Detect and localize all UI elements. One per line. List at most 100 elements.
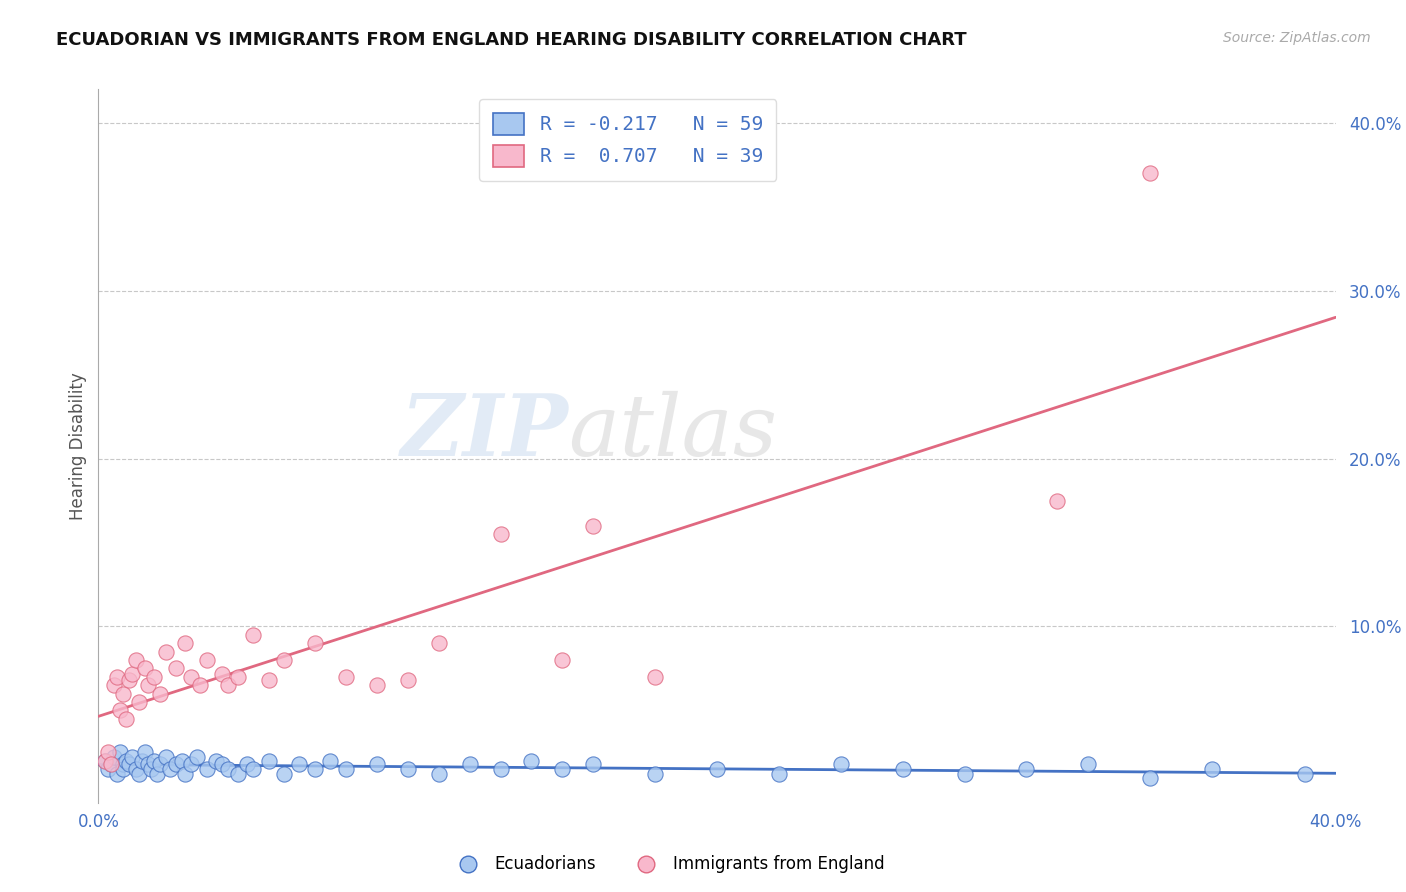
Point bbox=[93, 754, 115, 768]
Point bbox=[115, 754, 138, 768]
Point bbox=[205, 754, 228, 768]
Point bbox=[180, 670, 202, 684]
Point bbox=[366, 678, 388, 692]
Point bbox=[195, 762, 218, 776]
Point bbox=[105, 767, 128, 781]
Legend: Ecuadorians, Immigrants from England: Ecuadorians, Immigrants from England bbox=[444, 849, 891, 880]
Point bbox=[108, 703, 131, 717]
Point bbox=[121, 750, 143, 764]
Point bbox=[165, 757, 187, 772]
Point bbox=[236, 757, 259, 772]
Point bbox=[97, 762, 120, 776]
Point bbox=[105, 670, 128, 684]
Point bbox=[100, 757, 122, 772]
Point bbox=[146, 767, 169, 781]
Point bbox=[551, 762, 574, 776]
Point bbox=[257, 673, 280, 688]
Point bbox=[149, 757, 172, 772]
Point bbox=[155, 645, 177, 659]
Point bbox=[427, 767, 450, 781]
Point bbox=[155, 750, 177, 764]
Point bbox=[706, 762, 728, 776]
Point bbox=[1201, 762, 1223, 776]
Point bbox=[186, 750, 208, 764]
Point bbox=[489, 762, 512, 776]
Point bbox=[1294, 767, 1316, 781]
Point bbox=[195, 653, 218, 667]
Point bbox=[112, 757, 135, 772]
Point bbox=[396, 762, 419, 776]
Point bbox=[226, 767, 249, 781]
Point bbox=[174, 767, 197, 781]
Point bbox=[159, 762, 181, 776]
Point bbox=[273, 767, 295, 781]
Point bbox=[93, 754, 115, 768]
Point bbox=[211, 666, 233, 681]
Point bbox=[953, 767, 976, 781]
Text: ZIP: ZIP bbox=[401, 390, 568, 474]
Point bbox=[257, 754, 280, 768]
Point bbox=[891, 762, 914, 776]
Point bbox=[174, 636, 197, 650]
Point bbox=[121, 666, 143, 681]
Point bbox=[124, 762, 146, 776]
Point bbox=[458, 757, 481, 772]
Point bbox=[165, 661, 187, 675]
Point bbox=[304, 636, 326, 650]
Point bbox=[128, 767, 150, 781]
Point bbox=[134, 746, 156, 760]
Point bbox=[644, 767, 666, 781]
Point bbox=[118, 673, 141, 688]
Point bbox=[97, 746, 120, 760]
Point bbox=[134, 661, 156, 675]
Text: Source: ZipAtlas.com: Source: ZipAtlas.com bbox=[1223, 31, 1371, 45]
Text: atlas: atlas bbox=[568, 391, 778, 473]
Point bbox=[143, 754, 166, 768]
Point bbox=[136, 757, 159, 772]
Point bbox=[118, 757, 141, 772]
Point bbox=[242, 628, 264, 642]
Point bbox=[103, 750, 125, 764]
Point bbox=[366, 757, 388, 772]
Point bbox=[1015, 762, 1038, 776]
Point bbox=[582, 757, 605, 772]
Point bbox=[319, 754, 342, 768]
Point bbox=[139, 762, 162, 776]
Point bbox=[242, 762, 264, 776]
Point bbox=[112, 687, 135, 701]
Point bbox=[582, 518, 605, 533]
Point bbox=[124, 653, 146, 667]
Point bbox=[100, 757, 122, 772]
Point bbox=[1046, 493, 1069, 508]
Point bbox=[273, 653, 295, 667]
Point bbox=[115, 712, 138, 726]
Point bbox=[335, 762, 357, 776]
Point bbox=[520, 754, 543, 768]
Y-axis label: Hearing Disability: Hearing Disability bbox=[69, 372, 87, 520]
Point bbox=[288, 757, 311, 772]
Point bbox=[1077, 757, 1099, 772]
Point bbox=[768, 767, 790, 781]
Point bbox=[211, 757, 233, 772]
Point bbox=[190, 678, 212, 692]
Point bbox=[396, 673, 419, 688]
Point bbox=[131, 754, 153, 768]
Point bbox=[103, 678, 125, 692]
Point bbox=[108, 746, 131, 760]
Point bbox=[1139, 166, 1161, 180]
Point bbox=[226, 670, 249, 684]
Point bbox=[170, 754, 193, 768]
Point bbox=[489, 527, 512, 541]
Point bbox=[427, 636, 450, 650]
Point bbox=[128, 695, 150, 709]
Point bbox=[217, 678, 239, 692]
Text: ECUADORIAN VS IMMIGRANTS FROM ENGLAND HEARING DISABILITY CORRELATION CHART: ECUADORIAN VS IMMIGRANTS FROM ENGLAND HE… bbox=[56, 31, 967, 49]
Point bbox=[180, 757, 202, 772]
Point bbox=[644, 670, 666, 684]
Point bbox=[112, 762, 135, 776]
Point bbox=[830, 757, 852, 772]
Point bbox=[143, 670, 166, 684]
Point bbox=[551, 653, 574, 667]
Point bbox=[335, 670, 357, 684]
Point bbox=[1139, 771, 1161, 785]
